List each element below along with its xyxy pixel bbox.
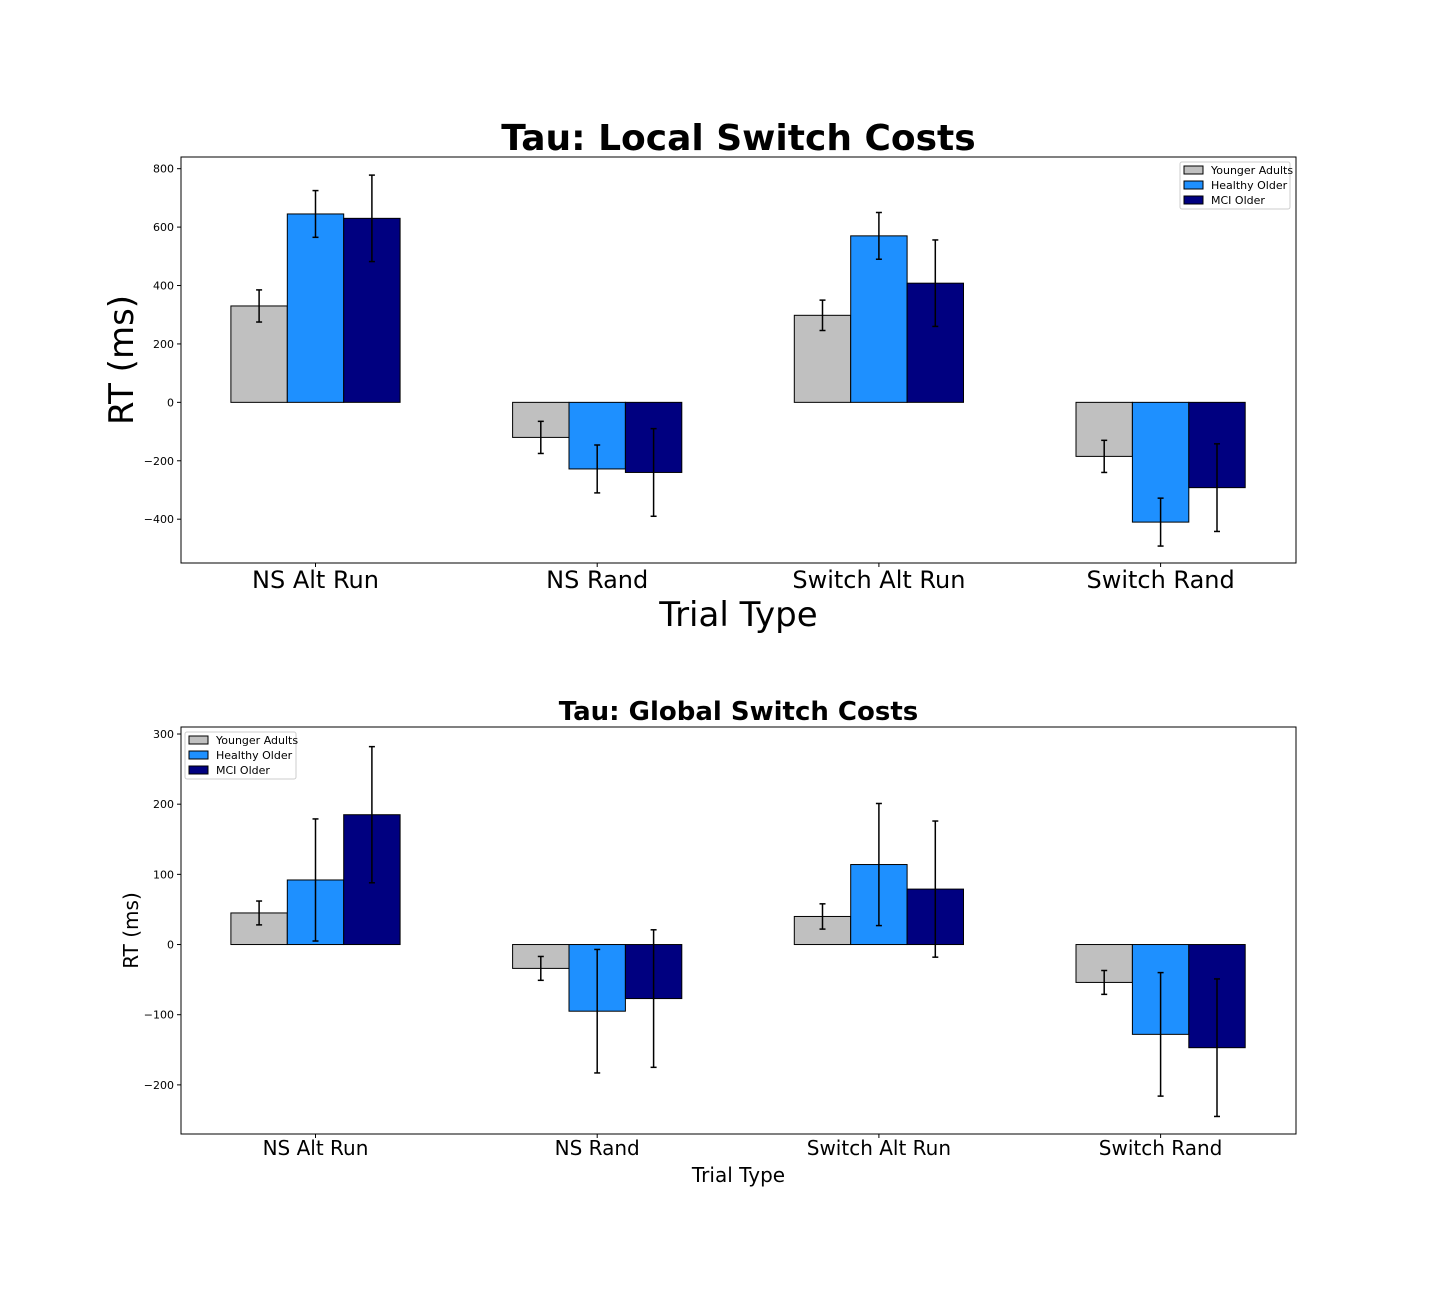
y-tick-label: −200 bbox=[144, 1079, 174, 1092]
chart-title: Tau: Local Switch Costs bbox=[501, 118, 975, 159]
legend-label: Healthy Older bbox=[216, 749, 293, 762]
y-tick-label: −100 bbox=[144, 1009, 174, 1022]
y-tick-label: 600 bbox=[153, 221, 174, 234]
x-tick-label: NS Alt Run bbox=[263, 1136, 369, 1160]
legend-label: Healthy Older bbox=[1211, 179, 1288, 192]
x-axis-label: Trial Type bbox=[691, 1163, 785, 1187]
y-tick-label: −400 bbox=[144, 513, 174, 526]
bar-younger-adults-3 bbox=[1075, 944, 1133, 983]
y-tick-label: 100 bbox=[153, 868, 174, 881]
y-tick-label: 200 bbox=[153, 798, 174, 811]
y-tick-label: 200 bbox=[153, 338, 174, 351]
legend-label: Younger Adults bbox=[1210, 164, 1293, 177]
legend-label: MCI Older bbox=[1211, 194, 1265, 207]
x-tick-label: Switch Alt Run bbox=[807, 1136, 951, 1160]
plot-frame bbox=[180, 726, 1297, 1135]
legend-label: Younger Adults bbox=[215, 734, 298, 747]
y-tick-label: 0 bbox=[167, 939, 174, 952]
bar-healthy-older-2 bbox=[850, 235, 908, 403]
legend-swatch bbox=[188, 765, 209, 775]
chart-title: Tau: Global Switch Costs bbox=[559, 697, 919, 727]
y-axis-label: RT (ms) bbox=[119, 892, 143, 969]
bar-healthy-older-0 bbox=[286, 213, 345, 403]
x-axis-label: Trial Type bbox=[658, 595, 817, 635]
chart-0: Tau: Local Switch Costs −400 −200 0 200 400 60… bbox=[102, 118, 1297, 635]
y-tick-label: 300 bbox=[153, 728, 174, 741]
y-tick-label: 0 bbox=[167, 396, 174, 409]
x-tick-label: Switch Rand bbox=[1086, 566, 1234, 594]
y-tick-label: 400 bbox=[153, 280, 174, 293]
legend: Younger Adults Healthy Older MCI Older bbox=[184, 731, 298, 780]
legend-swatch bbox=[1183, 180, 1204, 190]
y-tick-label: 800 bbox=[153, 163, 174, 176]
y-axis-label: RT (ms) bbox=[102, 295, 142, 425]
legend-label: MCI Older bbox=[216, 764, 270, 777]
legend-box bbox=[184, 731, 297, 780]
x-tick-label: Switch Rand bbox=[1099, 1136, 1223, 1160]
plot-frame bbox=[180, 156, 1297, 564]
legend-swatch bbox=[188, 735, 209, 745]
x-tick-label: NS Rand bbox=[546, 566, 648, 594]
x-tick-label: Switch Alt Run bbox=[792, 566, 965, 594]
legend: Younger Adults Healthy Older MCI Older bbox=[1179, 161, 1293, 210]
x-tick-label: NS Rand bbox=[555, 1136, 640, 1160]
legend-swatch bbox=[1183, 195, 1204, 205]
legend-swatch bbox=[188, 750, 209, 760]
chart-1: Tau: Global Switch Costs −200 −100 0 100 200 3… bbox=[119, 697, 1297, 1187]
legend-swatch bbox=[1183, 165, 1204, 175]
x-tick-label: NS Alt Run bbox=[252, 566, 379, 594]
y-tick-label: −200 bbox=[144, 455, 174, 468]
legend-box bbox=[1179, 161, 1291, 210]
